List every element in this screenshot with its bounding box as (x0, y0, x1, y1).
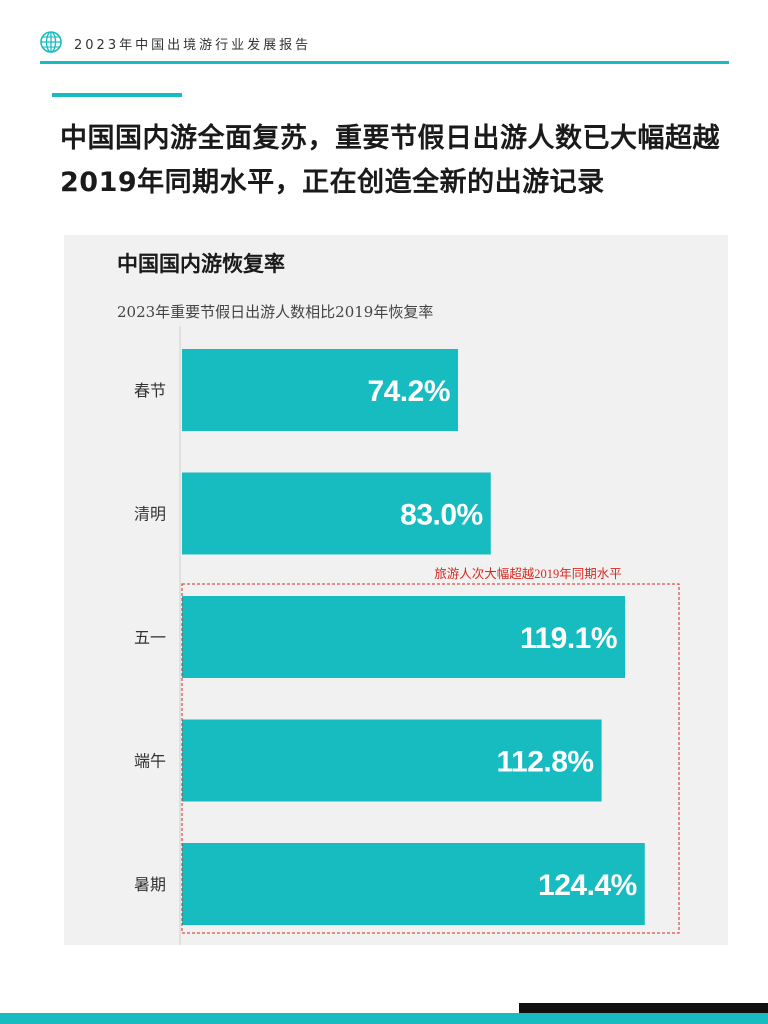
bar-value-label: 112.8% (497, 746, 594, 779)
category-label: 五一 (134, 628, 166, 647)
category-label: 暑期 (134, 875, 166, 894)
footer-bar (0, 1013, 768, 1024)
bar-1 (182, 349, 459, 431)
globe-icon (40, 31, 62, 53)
bar-3 (182, 596, 626, 678)
category-label: 清明 (134, 505, 166, 524)
annotation-box (181, 583, 680, 934)
report-header: 2023年中国出境游行业发展报告 (40, 28, 730, 62)
bar-value-label: 83.0% (400, 499, 483, 532)
accent-bar (52, 93, 182, 97)
chart-subtitle: 2023年重要节假日出游人数相比2019年恢复率 (117, 303, 434, 321)
bar-value-label: 124.4% (538, 869, 637, 902)
bar-value-label: 119.1% (520, 622, 617, 655)
report-title: 2023年中国出境游行业发展报告 (74, 38, 312, 53)
bar-4 (182, 719, 602, 802)
header-divider (40, 61, 729, 64)
category-label: 端午 (134, 752, 166, 771)
chart-title: 中国国内游恢复率 (117, 252, 285, 276)
page-headline: 中国国内游全面复苏，重要节假日出游人数已大幅超越2019年同期水平，正在创造全新… (60, 123, 720, 198)
bar-value-label: 74.2% (367, 375, 450, 408)
category-label: 春节 (134, 381, 166, 400)
annotation-text: 旅游人次大幅超越2019年同期水平 (434, 566, 622, 581)
footer-accent-dark (519, 1003, 768, 1013)
bar-2 (182, 472, 491, 555)
bar-5 (182, 843, 645, 925)
